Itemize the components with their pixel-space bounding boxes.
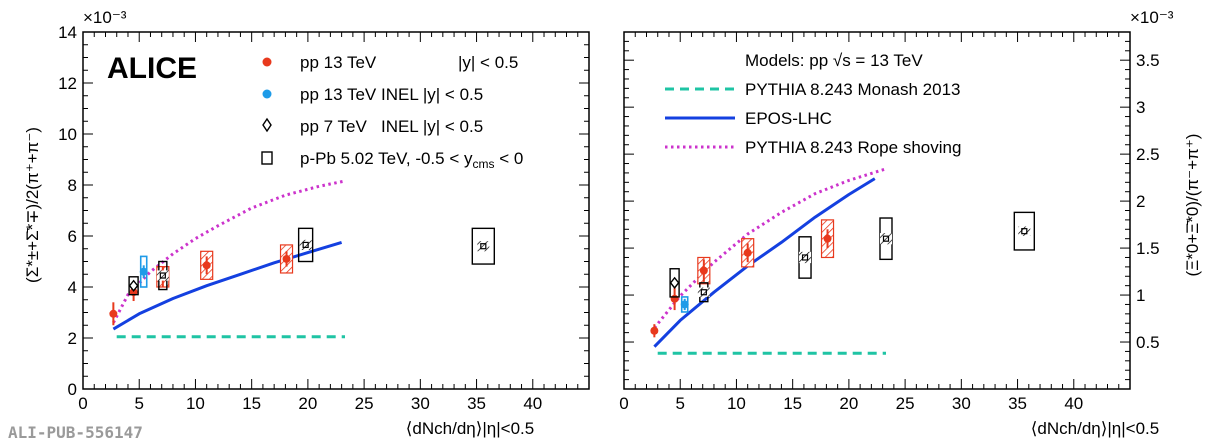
brand-label: ALICE [107,52,197,85]
left-x-tick-label: 25 [355,394,374,413]
right-pp13-point [650,326,659,335]
left-model-epos-line [112,240,343,331]
left-ppb-stat-hatch [156,270,169,281]
left-y-tick-label: 10 [58,125,77,144]
left-y-tick-label: 4 [68,278,77,297]
left-x-tick-label: 15 [242,394,261,413]
right-model-rope-line [653,167,886,329]
legend-label-pp13: pp 13 TeV [300,53,377,72]
publication-id: ALI-PUB-556147 [8,423,143,442]
legend-label-monash: PYTHIA 8.243 Monash 2013 [745,80,960,99]
right-pp13-inel-point [680,300,689,309]
left-pp13-inel-point [139,267,148,276]
left-x-tick-label: 20 [298,394,317,413]
left-ppb-point [480,243,487,250]
right-panel: ×10⁻³ 0 5 10 15 20 25 30 35 40 0.5 1 1.5 2 2.5 3 3.5 (Ξ… [619,8,1202,438]
left-plot-area [109,179,496,339]
legend-label-rope: PYTHIA 8.243 Rope shoving [745,138,961,157]
left-x-axis-title: ⟨dNch/dη⟩|η|<0.5 [406,419,534,438]
right-x-tick-label: 10 [727,394,746,413]
models-legend-title: Models: pp √s = 13 TeV [745,51,923,70]
legend-marker-pp13 [262,57,272,67]
right-ppb-stat-hatch [1018,226,1031,236]
right-x-tick-label: 5 [675,394,684,413]
right-y-tick-label: 0.5 [1136,333,1160,352]
legend-label-epos: EPOS-LHC [745,109,832,128]
right-x-axis-title: ⟨dNch/dη⟩|η|<0.5 [1031,419,1159,438]
legend-label-pp13-inel: pp 13 TeV INEL |y| < 0.5 [300,85,483,104]
left-y-tick-label: 8 [68,176,77,195]
left-y-tick-label: 0 [68,380,77,399]
right-y-tick-label: 2 [1136,192,1145,211]
right-ppb-point [1021,228,1028,235]
left-y-tick-label: 6 [68,227,77,246]
right-pp13-point [823,234,832,243]
left-ppb-sys-box [297,227,314,263]
legend-marker-pp13-inel [262,89,272,99]
left-ppb-point [302,241,309,249]
left-x-tick-label: 10 [186,394,205,413]
right-pp7-point [669,276,680,289]
right-ppb-stat-hatch [879,233,892,245]
legend-label-pp7: pp 7 TeV INEL |y| < 0.5 [300,117,483,136]
left-y-tick-label: 12 [58,74,77,93]
right-x-tick-label: 25 [896,394,915,413]
left-x-tick-label: 30 [411,394,430,413]
right-x-tick-label: 30 [952,394,971,413]
left-y-tick-label: 14 [58,23,77,42]
right-y-axis-title: (Ξ*0+Ξ̄*0)/(π⁻+π⁺) [1183,134,1202,277]
legend-marker-ppb [261,151,273,165]
left-y-tick-label: 2 [68,329,77,348]
right-x-tick-label: 35 [1008,394,1027,413]
left-ppb-stat-hatch [299,239,312,251]
left-y-axis-title: (Σ*±+Σ̄*∓)/2(π⁺+π⁻) [23,127,42,283]
right-ppb-stat-hatch [799,251,812,264]
right-y-tick-label: 3 [1136,98,1145,117]
legend-marker-pp7 [262,117,272,133]
right-pp13-point [699,266,708,275]
right-y-tick-label: 1.5 [1136,239,1160,258]
left-x-tick-label: 40 [523,394,542,413]
right-ticks: 0 5 10 15 20 25 30 35 40 0.5 1 1.5 2 2.5 3 3.5 [619,31,1160,413]
left-ppb-sys-box [471,227,496,265]
left-pp13-point [109,309,118,318]
right-multiplier: ×10⁻³ [1130,8,1174,27]
right-pp13-point [743,248,752,257]
right-y-tick-label: 2.5 [1136,145,1160,164]
right-y-tick-label: 3.5 [1136,51,1160,70]
left-panel: ×10⁻³ ALICE 0 5 10 15 20 25 30 35 4002468101214 … [23,8,590,438]
right-legend: Models: pp √s = 13 TeV PYTHIA 8.243 Mona… [665,51,961,157]
left-multiplier: ×10⁻³ [83,8,127,27]
left-ticks: 0 5 10 15 20 25 30 35 40 0 2 4 6 8 10 12 14 [58,23,590,413]
left-ppb-point [159,272,166,279]
left-pp7-point [128,279,139,292]
right-pp13-point [670,294,679,303]
right-x-tick-label: 0 [619,394,628,413]
right-x-tick-label: 15 [783,394,802,413]
right-x-tick-label: 40 [1064,394,1083,413]
legend-extra-pp13: |y| < 0.5 [458,53,518,72]
right-plot-area [650,167,1036,355]
right-ppb-point [700,289,707,296]
right-ppb-stat-hatch [697,287,710,297]
legend-label-ppb: p-Pb 5.02 TeV, -0.5 < ycms < 0 [300,149,523,171]
right-model-epos-line [653,177,876,348]
right-y-tick-label: 1 [1136,286,1145,305]
left-x-tick-label: 5 [134,394,143,413]
right-x-tick-label: 20 [839,394,858,413]
left-pp13-point [282,254,291,263]
left-model-rope-line [112,179,345,324]
left-legend: pp 13 TeV |y| < 0.5 pp 13 TeV INEL |y| <… [261,53,523,171]
left-pp13-point [202,261,211,270]
right-ppb-point [801,254,809,261]
right-ppb-point [882,235,890,242]
left-x-tick-label: 0 [78,394,87,413]
left-ppb-stat-hatch [477,241,490,252]
right-ppb-sys-box [1013,211,1036,251]
left-x-tick-label: 35 [467,394,486,413]
